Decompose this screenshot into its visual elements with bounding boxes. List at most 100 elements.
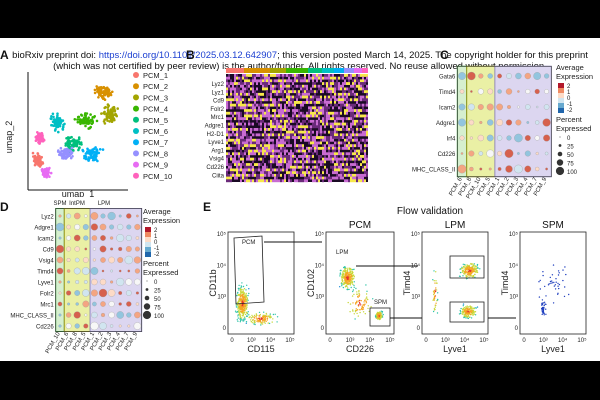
heatmap-cell bbox=[302, 90, 304, 94]
flow-event bbox=[241, 319, 243, 321]
flow-event bbox=[241, 313, 243, 315]
heatmap-cell bbox=[334, 101, 336, 104]
heatmap-cell bbox=[364, 144, 366, 148]
heatmap-cell bbox=[282, 109, 284, 112]
heatmap-cell bbox=[336, 92, 338, 96]
doi-link[interactable]: https://doi.org/10.1101/2025.03.12.64290… bbox=[98, 50, 278, 61]
umap-cell bbox=[33, 163, 37, 167]
umap-cell bbox=[64, 144, 67, 147]
heatmap-cell bbox=[276, 122, 278, 126]
heatmap-cell bbox=[288, 179, 290, 183]
heatmap-cell bbox=[252, 160, 254, 164]
heatmap-cell bbox=[328, 141, 330, 145]
heatmap-cell bbox=[244, 101, 246, 104]
flow-event bbox=[366, 298, 368, 300]
heatmap-cell bbox=[336, 128, 338, 131]
heatmap-cell bbox=[284, 141, 286, 145]
flow-event bbox=[259, 316, 261, 318]
flow-event bbox=[244, 317, 246, 319]
dotplot-frame bbox=[457, 65, 552, 178]
flow-event bbox=[378, 313, 380, 315]
heatmap-cell bbox=[288, 95, 290, 99]
heatmap-cell bbox=[302, 122, 304, 126]
flow-event bbox=[562, 279, 564, 282]
heatmap-cell bbox=[308, 146, 310, 150]
heatmap-cell bbox=[284, 133, 286, 137]
heatmap-cell bbox=[290, 152, 292, 156]
heatmap-cell bbox=[292, 173, 294, 177]
heatmap-cell bbox=[362, 168, 364, 172]
heatmap-cell bbox=[342, 76, 344, 80]
heatmap-cell bbox=[312, 146, 314, 150]
heatmap-cell bbox=[252, 82, 254, 85]
heatmap-cell bbox=[244, 82, 246, 85]
heatmap-cell bbox=[318, 106, 320, 110]
heatmap-cell bbox=[312, 176, 314, 180]
heatmap-cell bbox=[344, 111, 346, 115]
heatmap-cell bbox=[366, 160, 368, 164]
heatmap-cell bbox=[286, 144, 288, 148]
flow-event bbox=[433, 308, 436, 310]
heatmap-cell bbox=[294, 130, 296, 134]
umap-cell bbox=[75, 144, 79, 148]
umap-ylabel: umap_2 bbox=[4, 121, 14, 154]
umap-cell bbox=[109, 92, 112, 95]
umap-cell bbox=[97, 96, 100, 99]
heatmap-cell bbox=[360, 176, 362, 180]
heatmap-cell bbox=[362, 106, 364, 110]
heatmap-cell bbox=[260, 168, 262, 172]
heatmap-cell bbox=[296, 92, 298, 96]
heatmap-cell bbox=[298, 119, 300, 123]
dotplot-gene-label: Lyz2 bbox=[41, 215, 54, 221]
dotplot-dot bbox=[110, 269, 113, 273]
heatmap-cell bbox=[364, 146, 366, 150]
heatmap-cell bbox=[264, 141, 266, 145]
dotplot-dot bbox=[73, 212, 81, 220]
dotplot-dot bbox=[458, 118, 466, 127]
heatmap-cell bbox=[276, 109, 278, 112]
dotplot-dot bbox=[90, 212, 99, 220]
heatmap-cell bbox=[262, 173, 264, 177]
heatmap-cell bbox=[336, 98, 338, 102]
heatmap-cell bbox=[256, 146, 258, 150]
heatmap-cell bbox=[236, 122, 238, 126]
umap-cell bbox=[65, 156, 68, 159]
umap-cell bbox=[37, 132, 40, 135]
heatmap-cell bbox=[318, 125, 320, 129]
dotplot-dot bbox=[109, 224, 115, 230]
heatmap-cell bbox=[292, 111, 294, 115]
heatmap-cell bbox=[334, 163, 336, 166]
heatmap-cell bbox=[264, 111, 266, 115]
heatmap-cell bbox=[234, 146, 236, 150]
flow-event bbox=[365, 293, 368, 295]
heatmap-cell bbox=[254, 173, 256, 177]
heatmap-cell bbox=[294, 168, 296, 172]
heatmap-cell bbox=[226, 117, 228, 121]
heatmap-cell bbox=[294, 101, 296, 104]
heatmap-cell bbox=[282, 117, 284, 121]
umap-cluster-pcm-10 bbox=[34, 131, 46, 145]
heatmap-cell bbox=[254, 144, 256, 148]
heatmap-cell bbox=[360, 103, 362, 107]
heatmap-cell bbox=[236, 176, 238, 180]
heatmap-cell bbox=[302, 136, 304, 139]
flow-xlabel: Lyve1 bbox=[541, 344, 565, 354]
heatmap-cell bbox=[336, 173, 338, 177]
heatmap-cell bbox=[332, 138, 334, 142]
dotplot-dot bbox=[496, 119, 504, 126]
heatmap-cell bbox=[256, 133, 258, 137]
heatmap-cell bbox=[306, 176, 308, 180]
heatmap-cell bbox=[340, 117, 342, 121]
umap-cell bbox=[90, 151, 93, 154]
flow-ytick: 10⁵ bbox=[217, 231, 227, 238]
heatmap-cell bbox=[226, 155, 228, 158]
flow-event bbox=[358, 292, 360, 295]
panel-label-d: D bbox=[0, 200, 9, 214]
dotplot-dot bbox=[135, 302, 140, 306]
flow-event bbox=[382, 313, 384, 316]
heatmap-cell bbox=[280, 149, 282, 153]
heatmap-group-bar bbox=[354, 68, 362, 73]
heatmap-cell bbox=[236, 98, 238, 102]
heatmap-cell bbox=[314, 101, 316, 104]
heatmap-cell bbox=[312, 122, 314, 126]
